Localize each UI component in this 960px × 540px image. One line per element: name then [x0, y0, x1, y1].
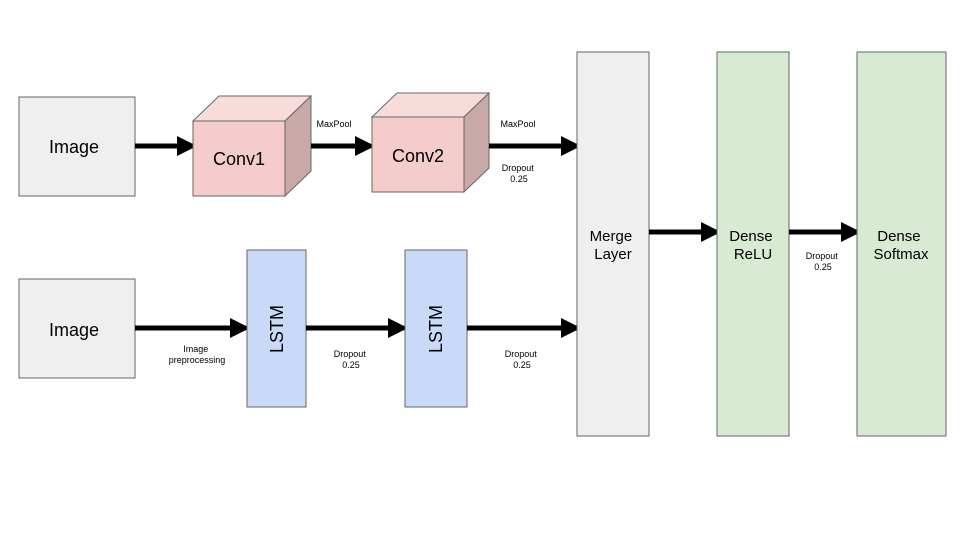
dropout-dense-line-1: Dropout	[806, 251, 839, 261]
merge-layer-line-2: Layer	[594, 246, 632, 263]
dropout-lstm2-line-1: Dropout	[505, 349, 538, 359]
dense-relu-label: Dense ReLU	[729, 228, 777, 263]
image-input-top-node: Image	[18, 96, 136, 197]
merge-layer-node: Merge Layer	[576, 51, 650, 437]
dense-softmax-label: Dense Softmax	[873, 228, 929, 263]
image-preprocessing-line-1: Image	[183, 344, 208, 354]
dropout-dense-label: Dropout 0.25	[806, 251, 841, 272]
dense-relu-line-1: Dense	[729, 228, 772, 245]
conv2-node: Conv2	[370, 91, 491, 194]
maxpool-label-2: MaxPool	[500, 119, 535, 129]
dropout-lstm2-line-2: 0.25	[513, 360, 531, 370]
dropout-conv-label: Dropout 0.25	[502, 163, 537, 184]
dropout-conv-line-2: 0.25	[510, 174, 528, 184]
dropout-dense-line-2: 0.25	[814, 262, 832, 272]
merge-layer-line-1: Merge	[590, 228, 633, 245]
image-input-bottom-node: Image	[18, 278, 136, 379]
lstm1-label: LSTM	[267, 305, 287, 353]
dense-relu-node: Dense ReLU	[716, 51, 790, 437]
conv1-node: Conv1	[191, 94, 313, 198]
image-input-top-label: Image	[49, 137, 99, 157]
dense-softmax-line-1: Dense	[877, 228, 920, 245]
dense-softmax-line-2: Softmax	[873, 246, 929, 263]
lstm1-node: LSTM	[246, 249, 307, 408]
dropout-lstm1-label: Dropout 0.25	[334, 349, 369, 370]
maxpool-label-1: MaxPool	[316, 119, 351, 129]
lstm2-label: LSTM	[426, 305, 446, 353]
dropout-lstm1-line-1: Dropout	[334, 349, 367, 359]
image-preprocessing-label: Image preprocessing	[169, 344, 226, 365]
dense-relu-line-2: ReLU	[734, 246, 772, 263]
lstm2-node: LSTM	[404, 249, 468, 408]
image-input-bottom-label: Image	[49, 320, 99, 340]
dropout-conv-line-1: Dropout	[502, 163, 535, 173]
dropout-lstm1-line-2: 0.25	[342, 360, 360, 370]
dense-softmax-node: Dense Softmax	[856, 51, 947, 437]
conv1-label: Conv1	[213, 149, 265, 169]
conv2-label: Conv2	[392, 146, 444, 166]
image-preprocessing-line-2: preprocessing	[169, 355, 226, 365]
merge-layer-label: Merge Layer	[590, 228, 637, 263]
dropout-lstm2-label: Dropout 0.25	[505, 349, 540, 370]
